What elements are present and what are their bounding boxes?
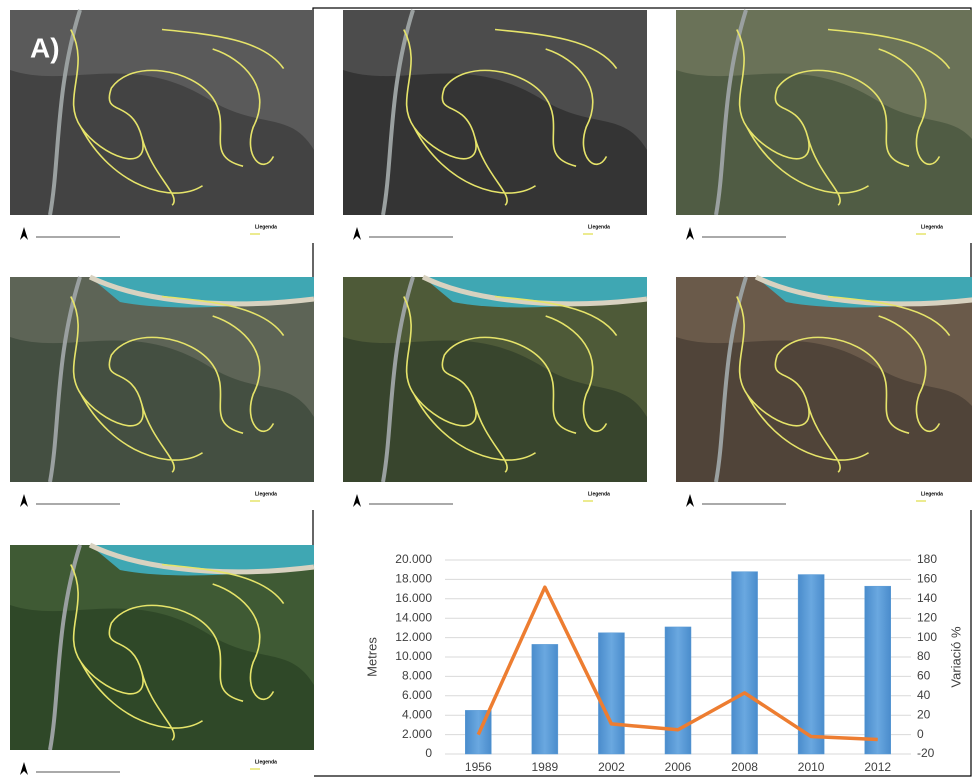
beach [88,274,315,307]
sea [756,277,972,308]
y2-axis-title: Variació % [948,626,963,688]
map-panel: Llegenda [676,274,972,510]
legend-title: Llegenda [255,759,277,765]
river [381,276,415,483]
map-panel: Llegenda [343,9,647,243]
trails [403,28,618,206]
y2-tick-label: 140 [917,591,937,605]
legend-strip [343,482,647,510]
north-arrow [686,494,694,507]
y-axis-title: Metres [364,637,379,677]
y-tick-label: 2.000 [402,727,432,741]
terrain [343,70,647,215]
trails [736,28,951,206]
y2-tick-label: 120 [917,610,937,624]
y2-tick-label: -20 [917,746,935,760]
trails [70,28,285,206]
trails [70,295,285,473]
y2-tick-label: 160 [917,572,937,586]
y-tick-label: 8.000 [402,669,432,683]
y-tick-label: 4.000 [402,707,432,721]
map-panel: Llegenda [343,274,648,510]
y-tick-label: 16.000 [395,591,432,605]
beach [88,542,315,575]
legend-strip [10,215,314,243]
beach [754,274,972,307]
x-tick-label: 2010 [798,760,825,774]
y-tick-label: 12.000 [395,630,432,644]
river [48,544,82,751]
sea [423,277,647,308]
legend-strip [676,215,972,243]
x-tick-label: 2002 [598,760,625,774]
y-tick-label: 0 [425,746,432,760]
legend-strip [343,215,647,243]
y-tick-label: 6.000 [402,688,432,702]
y2-tick-label: 80 [917,649,931,663]
north-arrow [353,227,361,240]
legend-title: Llegenda [921,491,943,497]
map-panel: Llegenda [676,9,972,243]
figure-label: A) [30,32,60,63]
legend-title: Llegenda [921,224,943,230]
north-arrow [20,762,28,775]
y-tick-label: 14.000 [395,610,432,624]
x-tick-label: 2008 [731,760,758,774]
line [476,585,878,742]
trails [736,295,951,473]
river [714,276,748,483]
bar [731,571,758,755]
y2-tick-label: 20 [917,707,931,721]
map-panel: Llegenda [10,274,315,510]
y-tick-label: 20.000 [395,552,432,566]
legend-strip [10,482,314,510]
terrain [343,337,647,482]
legend-title: Llegenda [255,224,277,230]
sea [90,277,314,308]
river [381,9,415,216]
north-arrow [20,494,28,507]
chart: 0 2.000 4.000 6.000 8.000 10.000 12.000 14.000 1… [364,552,963,774]
north-arrow [353,494,361,507]
x-tick-label: 2006 [665,760,692,774]
y2-tick-label: 60 [917,669,931,683]
north-arrow [20,227,28,240]
river [48,9,82,216]
legend-strip [676,482,972,510]
maps: Llegenda Llegenda Llegenda Llegenda Llegenda… [10,9,972,778]
y-tick-label: 10.000 [395,649,432,663]
river [48,276,82,483]
beach [421,274,648,307]
terrain [676,337,972,482]
sea [90,545,314,576]
y2-tick-label: 180 [917,552,937,566]
trails [403,295,618,473]
river [714,9,748,216]
legend-title: Llegenda [588,491,610,497]
north-arrow [686,227,694,240]
x-tick-label: 1956 [465,760,492,774]
trails [70,563,285,741]
terrain [676,70,972,215]
y2-tick-label: 40 [917,688,931,702]
x-tick-label: 1989 [532,760,559,774]
legend-strip [10,750,314,778]
legend-title: Llegenda [588,224,610,230]
x-tick-label: 2012 [864,760,891,774]
y2-tick-label: 0 [917,727,924,741]
bar [797,574,825,755]
legend-title: Llegenda [255,491,277,497]
bar [598,632,625,755]
y2-tick-label: 100 [917,630,937,644]
bar [531,644,559,755]
y-tick-label: 18.000 [395,572,432,586]
terrain [10,337,314,482]
terrain [10,70,314,215]
map-panel: Llegenda [10,9,314,243]
map-panel: Llegenda [10,542,315,778]
terrain [10,605,314,750]
bar [664,626,692,755]
bar [864,585,891,755]
